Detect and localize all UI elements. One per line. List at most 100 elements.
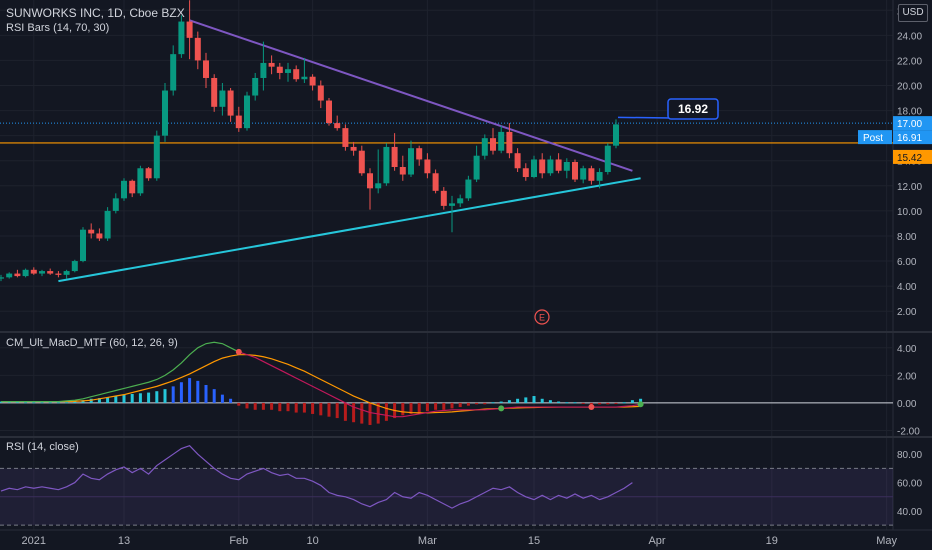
macd-histogram-bar	[245, 402, 249, 409]
level-price-tag: 15.42	[897, 153, 922, 164]
macd-histogram-bar	[499, 401, 503, 403]
macd-histogram-bar	[507, 400, 511, 403]
last-price-tag: 17.00	[897, 119, 922, 130]
candle-body	[203, 60, 209, 78]
macd-histogram-bar	[212, 389, 216, 403]
price-callout-text: 16.92	[678, 102, 708, 116]
currency-button[interactable]: USD	[898, 4, 928, 22]
macd-histogram-bar	[581, 402, 585, 404]
candle-body	[449, 203, 455, 206]
macd-histogram-bar	[171, 386, 175, 403]
macd-histogram-bar	[24, 402, 28, 404]
macd-histogram-bar	[425, 402, 429, 412]
candle-body	[375, 183, 382, 189]
macd-histogram-bar	[220, 394, 224, 403]
candle-body	[22, 269, 29, 277]
macd-histogram-bar	[196, 380, 200, 403]
candle-body	[244, 95, 250, 129]
macd-histogram-bar	[188, 378, 192, 403]
candle-body	[55, 273, 62, 275]
macd-histogram-bar	[97, 398, 101, 403]
time-tick-label: 19	[766, 535, 778, 547]
macd-histogram-bar	[270, 402, 274, 410]
candle-body	[490, 138, 496, 151]
candle-body	[14, 273, 21, 277]
macd-histogram-bar	[106, 397, 110, 403]
candle-body	[498, 131, 505, 151]
candle-body	[211, 77, 218, 107]
price-tick-label: 2.00	[897, 307, 917, 318]
candle-body	[416, 148, 423, 160]
macd-histogram-bar	[15, 401, 19, 403]
candle-body	[219, 90, 226, 107]
candle-body	[129, 180, 136, 194]
macd-histogram-bar	[540, 398, 544, 403]
candle-body	[408, 148, 414, 175]
candle-body	[613, 124, 619, 146]
candle-body	[137, 168, 144, 194]
macd-histogram-bar	[630, 400, 634, 403]
macd-histogram-bar	[229, 398, 233, 403]
macd-histogram-bar	[311, 402, 315, 414]
candle-body	[572, 161, 578, 180]
candle-body	[276, 66, 283, 73]
macd-histogram-bar	[204, 385, 208, 403]
macd-histogram-bar	[614, 402, 618, 404]
macd-histogram-bar	[360, 402, 364, 424]
macd-tick-label: 4.00	[897, 344, 917, 355]
macd-histogram-bar	[434, 402, 438, 410]
candle-body	[88, 229, 95, 234]
candle-body	[399, 167, 406, 175]
macd-histogram-bar	[589, 402, 593, 405]
candle-body	[514, 153, 521, 169]
macd-histogram-bar	[639, 398, 643, 403]
rsi-line	[0, 444, 633, 509]
macd-histogram-bar	[368, 402, 372, 425]
macd-histogram-bar	[532, 396, 536, 403]
macd-histogram-bar	[40, 402, 44, 404]
candle-body	[596, 172, 603, 181]
macd-histogram-bar	[343, 402, 347, 421]
last-price-tag-bg	[893, 116, 932, 131]
candle-body	[153, 135, 160, 179]
trendline-lower	[58, 177, 641, 283]
macd-histogram-bar	[179, 382, 183, 403]
price-tick-label: 10.00	[897, 207, 922, 218]
macd-histogram-bar	[48, 402, 52, 404]
price-tick-label: 24.00	[897, 31, 922, 42]
macd-histogram-bar	[286, 402, 290, 412]
macd-histogram-bar	[7, 401, 11, 403]
level-price-tag-bg	[893, 149, 932, 164]
candle-body	[186, 21, 193, 38]
price-tick-label: 8.00	[897, 232, 917, 243]
candle-body	[178, 21, 185, 55]
candle-body	[465, 179, 472, 199]
time-tick-label: Feb	[229, 535, 248, 547]
candle-body	[112, 198, 119, 211]
candle-body	[121, 180, 127, 199]
price-callout	[667, 98, 719, 120]
macd-line-down	[238, 351, 641, 418]
candle-body	[309, 76, 316, 86]
time-tick-label: Mar	[418, 535, 437, 547]
candle-body	[170, 54, 177, 91]
candle-body	[235, 115, 242, 129]
macd-histogram-bar	[261, 402, 265, 410]
macd-histogram-bar	[302, 402, 306, 413]
price-tick-label: 22.00	[897, 56, 922, 67]
macd-histogram-bar	[163, 389, 167, 403]
post-price-tag-bg	[893, 130, 932, 145]
earnings-marker	[534, 309, 550, 325]
candle-body	[30, 269, 37, 274]
candle-body	[522, 168, 529, 178]
macd-histogram-bar	[122, 394, 126, 403]
macd-line-up	[1, 341, 240, 403]
macd-histogram-bar	[65, 402, 69, 404]
post-tag-label: Post	[863, 133, 883, 144]
macd-histogram-bar	[548, 400, 552, 403]
macd-tick-label: 2.00	[897, 371, 917, 382]
macd-histogram-bar	[475, 402, 479, 405]
macd-histogram-bar	[466, 402, 470, 406]
macd-histogram-bar	[147, 392, 151, 403]
